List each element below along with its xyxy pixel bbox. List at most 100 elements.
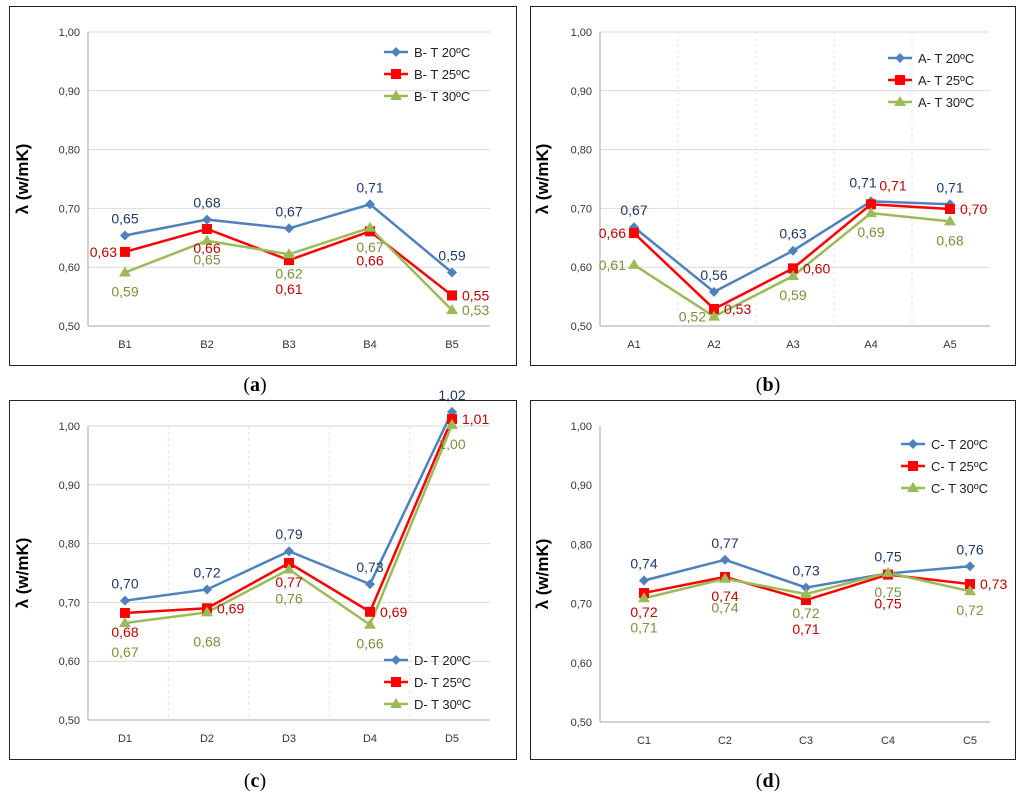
data-label: 0,71 <box>356 179 383 195</box>
x-tick-label: D5 <box>445 733 459 745</box>
data-label: 0,72 <box>956 602 983 618</box>
data-point <box>284 223 294 234</box>
legend-entry: A- T 30ºC <box>918 95 974 110</box>
y-tick-label: 0,80 <box>571 539 592 551</box>
y-tick-label: 0,80 <box>571 145 592 157</box>
data-label: 0,77 <box>711 535 738 551</box>
data-label: 0,72 <box>193 564 220 580</box>
data-point <box>801 595 811 606</box>
legend-entry: C- T 20ºC <box>931 437 988 452</box>
y-axis-label: λ (w/mK) <box>13 144 32 215</box>
y-tick-label: 0,70 <box>59 597 80 609</box>
data-label: 0,68 <box>936 232 963 248</box>
legend-entry: A- T 25ºC <box>918 73 974 88</box>
data-point <box>201 234 213 245</box>
data-point <box>284 546 294 557</box>
data-point <box>865 207 877 218</box>
data-point <box>447 267 457 278</box>
y-tick-label: 0,60 <box>59 656 80 668</box>
y-tick-label: 0,90 <box>571 480 592 492</box>
legend-entry: D- T 30ºC <box>414 697 471 712</box>
data-label: 1,01 <box>462 411 489 427</box>
data-point <box>202 214 212 225</box>
legend-entry: A- T 20ºC <box>918 51 974 66</box>
data-label: 0,70 <box>960 201 987 217</box>
data-point <box>284 255 294 266</box>
data-label: 0,75 <box>874 596 901 612</box>
x-tick-label: D1 <box>118 733 132 745</box>
data-point <box>629 228 639 239</box>
x-tick-label: B2 <box>200 339 213 351</box>
data-label: 1,00 <box>438 436 465 452</box>
data-point <box>202 223 212 234</box>
data-label: 0,56 <box>700 267 727 283</box>
legend-marker <box>894 96 906 106</box>
data-label: 0,71 <box>630 619 657 635</box>
data-label: 0,66 <box>599 225 626 241</box>
data-point <box>283 248 295 259</box>
x-tick-label: A2 <box>707 339 720 351</box>
legend-marker <box>390 698 402 708</box>
data-label: 0,53 <box>724 301 751 317</box>
data-label: 0,72 <box>792 605 819 621</box>
data-point <box>365 579 375 590</box>
caption-a: (a) <box>243 374 267 396</box>
data-label: 0,67 <box>620 202 647 218</box>
data-label: 0,73 <box>980 576 1007 592</box>
y-axis-label: λ (w/mK) <box>533 539 552 610</box>
data-point <box>719 572 731 583</box>
data-point <box>638 592 650 603</box>
data-label: 0,53 <box>462 302 489 318</box>
caption-b: (b) <box>755 374 781 396</box>
y-tick-label: 0,50 <box>571 717 592 729</box>
data-label: 0,68 <box>193 633 220 649</box>
x-tick-label: B5 <box>445 339 458 351</box>
data-label: 0,66 <box>193 240 220 256</box>
data-point <box>720 554 730 565</box>
data-point <box>120 246 130 257</box>
y-axis-label: λ (w/mK) <box>13 538 32 609</box>
data-point <box>201 606 213 617</box>
data-point <box>119 266 131 277</box>
data-point <box>119 616 131 627</box>
legend-entry: C- T 30ºC <box>931 481 988 496</box>
y-tick-label: 0,60 <box>571 262 592 274</box>
data-label: 0,69 <box>857 224 884 240</box>
data-point <box>628 258 640 269</box>
y-tick-label: 0,90 <box>59 86 80 98</box>
x-tick-label: A4 <box>864 339 877 351</box>
data-label: 0,63 <box>90 244 117 260</box>
data-point <box>800 588 812 599</box>
data-label: 0,79 <box>275 526 302 542</box>
data-point <box>709 286 719 297</box>
y-tick-label: 1,00 <box>571 27 592 39</box>
data-label: 0,63 <box>779 226 806 242</box>
legend-entry: C- T 25ºC <box>931 459 988 474</box>
caption-c: (c) <box>243 770 267 792</box>
caption-d: (d) <box>755 770 781 792</box>
data-label: 0,76 <box>275 590 302 606</box>
x-tick-label: A1 <box>627 339 640 351</box>
data-point <box>965 579 975 590</box>
data-point <box>801 582 811 593</box>
data-label: 0,75 <box>874 584 901 600</box>
data-label: 0,71 <box>879 177 906 193</box>
x-tick-label: C2 <box>718 735 732 747</box>
data-point <box>446 304 458 315</box>
data-label: 0,61 <box>599 257 626 273</box>
data-point <box>709 303 719 314</box>
data-label: 0,59 <box>779 287 806 303</box>
data-point <box>283 563 295 574</box>
y-tick-label: 1,00 <box>59 421 80 433</box>
x-tick-label: B3 <box>282 339 295 351</box>
data-label: 0,66 <box>356 636 383 652</box>
data-label: 0,71 <box>936 179 963 195</box>
data-label: 0,60 <box>803 260 830 276</box>
data-label: 0,77 <box>275 574 302 590</box>
data-point <box>944 215 956 226</box>
data-label: 0,61 <box>275 281 302 297</box>
data-label: 0,59 <box>438 247 465 263</box>
data-point <box>788 263 798 274</box>
